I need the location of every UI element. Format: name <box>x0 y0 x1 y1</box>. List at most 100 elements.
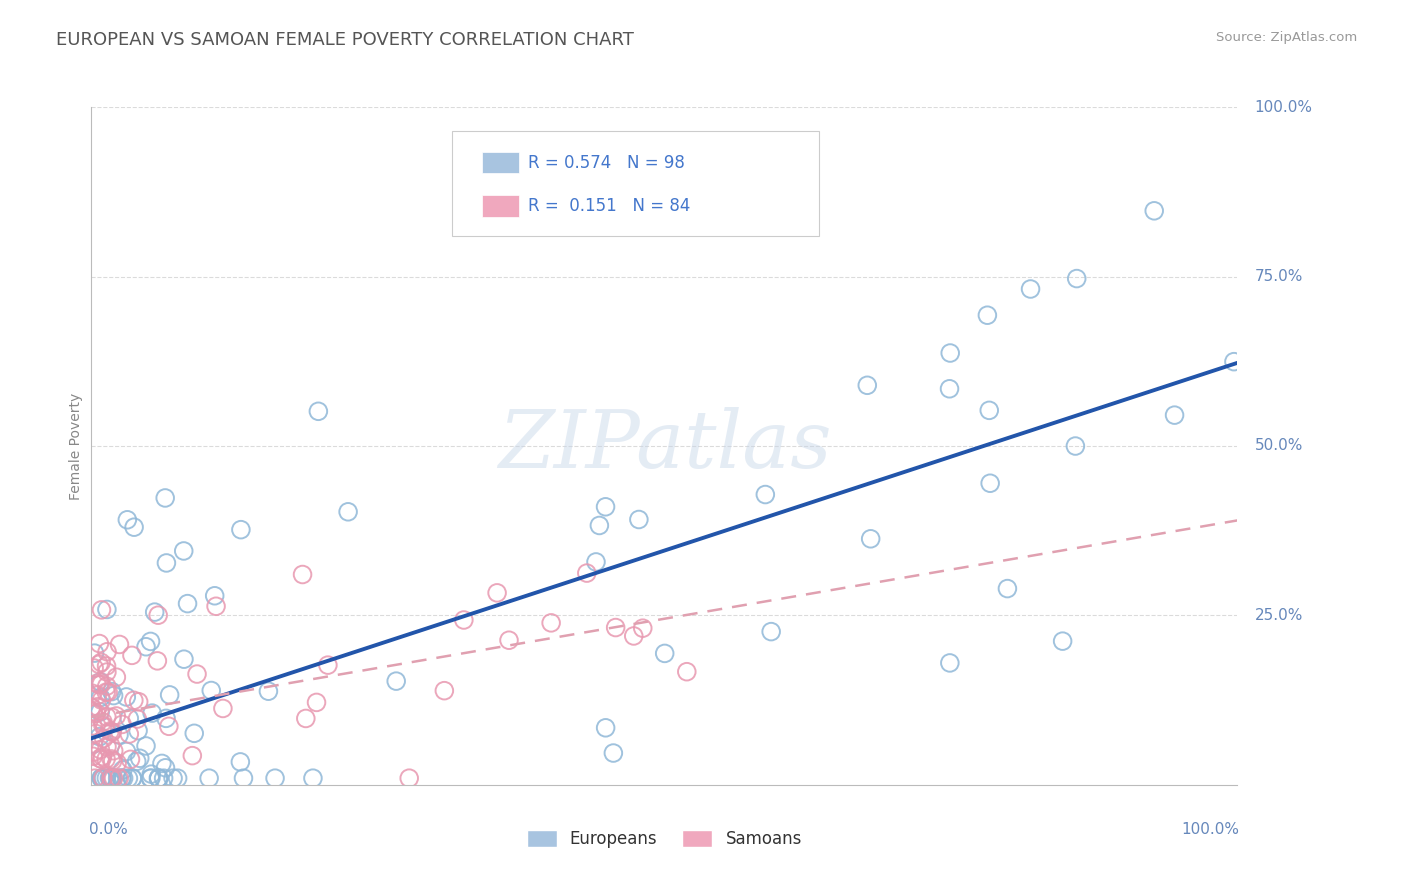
Point <box>118 727 141 741</box>
Point <box>135 640 157 654</box>
Text: EUROPEAN VS SAMOAN FEMALE POVERTY CORRELATION CHART: EUROPEAN VS SAMOAN FEMALE POVERTY CORREL… <box>56 31 634 49</box>
Point <box>162 771 184 785</box>
Point <box>127 712 149 726</box>
Point <box>486 586 509 600</box>
Point <box>122 693 145 707</box>
Point <box>89 678 111 692</box>
Point <box>96 602 118 616</box>
Point <box>96 659 118 673</box>
Point <box>575 566 598 580</box>
Point <box>93 731 115 746</box>
Point <box>121 771 143 785</box>
Point <box>139 771 162 785</box>
Point <box>654 647 676 661</box>
Point <box>754 487 776 501</box>
Point <box>115 690 138 704</box>
Point <box>198 771 221 785</box>
Point <box>155 556 177 570</box>
Point <box>100 771 122 785</box>
Point <box>979 403 1001 417</box>
Point <box>89 730 111 744</box>
Point <box>105 756 128 770</box>
Point <box>82 719 104 733</box>
Point <box>1143 203 1166 218</box>
Point <box>96 679 118 693</box>
Point <box>181 748 204 763</box>
Point <box>105 709 128 723</box>
Point <box>96 665 118 679</box>
Point <box>91 771 114 785</box>
Point <box>939 346 962 360</box>
Point <box>80 700 103 714</box>
Point <box>139 771 162 785</box>
Point <box>90 693 112 707</box>
Text: Source: ZipAtlas.com: Source: ZipAtlas.com <box>1216 31 1357 45</box>
Point <box>83 745 105 759</box>
Point <box>155 761 177 775</box>
Text: R =  0.151   N = 84: R = 0.151 N = 84 <box>529 197 690 215</box>
Point <box>128 695 150 709</box>
Point <box>118 711 141 725</box>
Point <box>103 689 125 703</box>
Point <box>859 532 882 546</box>
Point <box>90 603 112 617</box>
Point <box>90 752 112 766</box>
Point <box>83 646 105 660</box>
Point <box>103 744 125 758</box>
Text: 100.0%: 100.0% <box>1254 100 1312 114</box>
Point <box>96 685 118 699</box>
Point <box>100 771 122 785</box>
FancyBboxPatch shape <box>453 131 820 235</box>
Point <box>89 751 111 765</box>
Point <box>585 555 607 569</box>
Point <box>96 771 118 785</box>
Point <box>100 684 122 698</box>
Point <box>91 714 114 729</box>
Point <box>212 701 235 715</box>
Point <box>91 771 114 785</box>
Point <box>398 771 420 785</box>
Point <box>96 739 118 754</box>
Point <box>1052 634 1074 648</box>
Point <box>120 752 142 766</box>
Text: ZIPatlas: ZIPatlas <box>498 408 831 484</box>
Point <box>1019 282 1042 296</box>
Point <box>107 771 129 785</box>
Point <box>98 724 121 739</box>
Point <box>229 755 252 769</box>
Point <box>89 636 111 650</box>
Point <box>307 404 329 418</box>
Point <box>135 739 157 753</box>
Point <box>155 711 177 725</box>
Point <box>115 744 138 758</box>
Point <box>82 705 104 719</box>
Point <box>264 771 287 785</box>
Point <box>83 661 105 675</box>
Point <box>98 771 121 785</box>
Point <box>82 706 104 721</box>
Point <box>90 656 112 670</box>
Point <box>302 771 325 785</box>
Point <box>82 686 104 700</box>
Point <box>602 746 624 760</box>
Point <box>93 771 115 785</box>
Point <box>157 719 180 733</box>
Point <box>153 491 176 505</box>
Point <box>90 690 112 705</box>
Point <box>623 629 645 643</box>
Point <box>1223 354 1246 368</box>
Point <box>166 771 188 785</box>
Point <box>605 621 627 635</box>
Point <box>112 771 135 785</box>
Point <box>159 688 181 702</box>
FancyBboxPatch shape <box>482 195 519 217</box>
Point <box>82 749 104 764</box>
Point <box>94 720 117 734</box>
Point <box>90 771 112 785</box>
Point <box>150 756 173 771</box>
Point <box>100 771 122 785</box>
Point <box>540 615 562 630</box>
Point <box>997 582 1019 596</box>
Point <box>186 667 208 681</box>
Point <box>90 677 112 691</box>
